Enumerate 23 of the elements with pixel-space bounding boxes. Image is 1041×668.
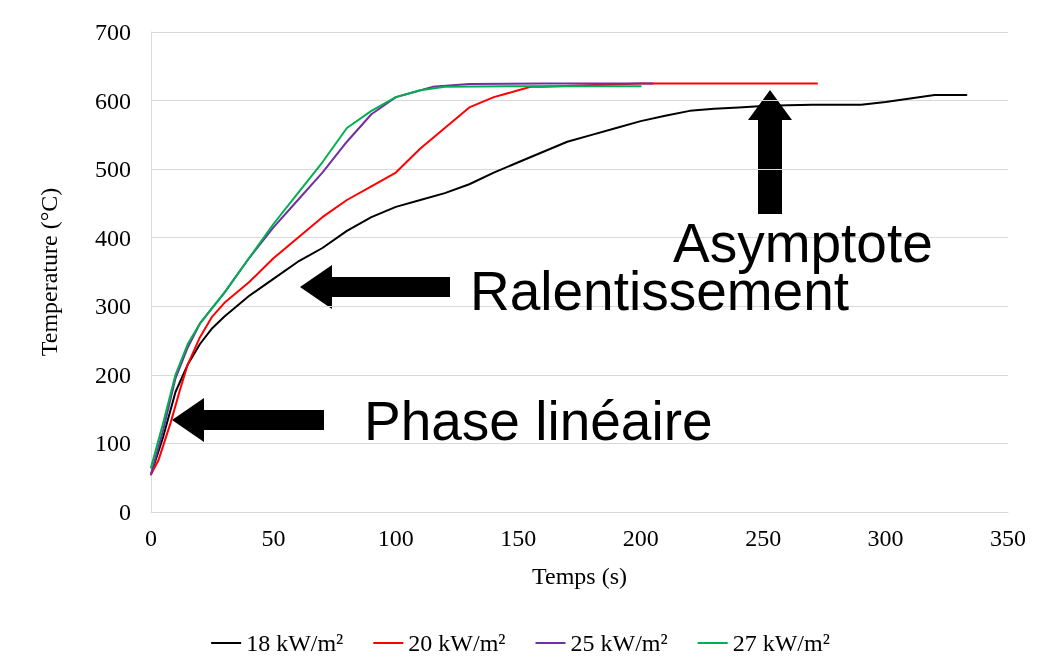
x-tick-label: 350 [990, 525, 1026, 551]
annotation: Phase linéaire [364, 389, 713, 453]
y-tick-label: 300 [95, 293, 131, 320]
x-tick-label: 300 [867, 525, 904, 551]
y-tick-label: 600 [95, 87, 131, 114]
y-tick-label: 100 [95, 430, 131, 457]
y-tick-label: 200 [95, 361, 131, 388]
y-tick-label: 400 [95, 224, 131, 251]
x-tick-label: 50 [261, 525, 286, 551]
legend-label: 20 kW/m² [408, 630, 506, 656]
legend-label: 25 kW/m² [570, 630, 668, 656]
x-tick-label: 0 [145, 525, 157, 551]
y-axis-title: Temperature (°C) [36, 187, 62, 357]
x-axis-title: Temps (s) [532, 563, 627, 589]
y-tick-label: 0 [119, 499, 131, 525]
x-tick-label: 100 [377, 525, 414, 551]
x-tick-label: 250 [745, 525, 782, 551]
x-tick-label: 150 [500, 525, 537, 551]
y-tick-label: 500 [95, 156, 131, 183]
y-tick-label: 700 [95, 19, 131, 45]
legend-label: 18 kW/m² [246, 630, 344, 656]
x-tick-label: 200 [622, 525, 659, 551]
legend-label: 27 kW/m² [732, 630, 830, 656]
